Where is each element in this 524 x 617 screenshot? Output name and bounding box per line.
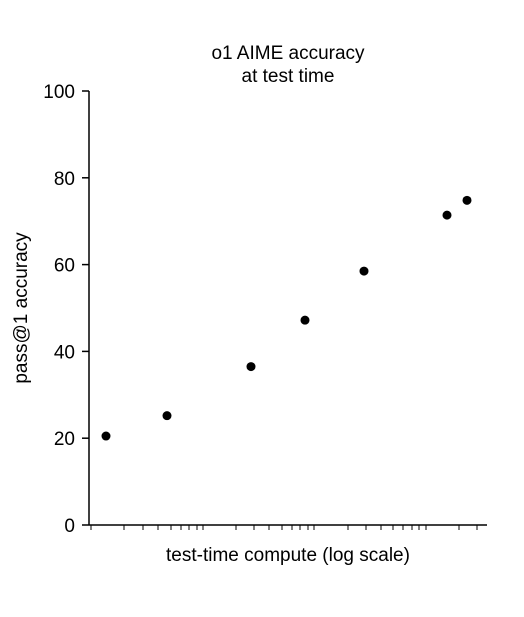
data-points: [101, 195, 472, 441]
y-axis-label: pass@1 accuracy: [11, 232, 32, 384]
y-tick-label: 20: [54, 429, 75, 450]
x-axis-label: test-time compute (log scale): [166, 545, 410, 566]
data-point: [101, 431, 111, 441]
y-tick-label: 0: [64, 516, 75, 537]
chart-title: o1 AIME accuracy at test time: [211, 43, 365, 87]
y-tick-label: 40: [54, 342, 75, 363]
data-point: [359, 266, 369, 276]
data-point: [300, 315, 310, 325]
y-tick-label: 60: [54, 256, 75, 277]
x-axis-ticks: [90, 525, 478, 530]
data-point: [442, 210, 452, 220]
chart-title-line-2: at test time: [242, 66, 335, 87]
data-point: [246, 362, 256, 372]
chart-title-line-1: o1 AIME accuracy: [211, 43, 365, 64]
y-tick-label: 100: [43, 82, 75, 103]
y-axis-ticks: 0 20 40 60 80 100: [43, 82, 89, 537]
data-point: [162, 411, 172, 421]
y-tick-label: 80: [54, 169, 75, 190]
data-point: [462, 195, 472, 205]
